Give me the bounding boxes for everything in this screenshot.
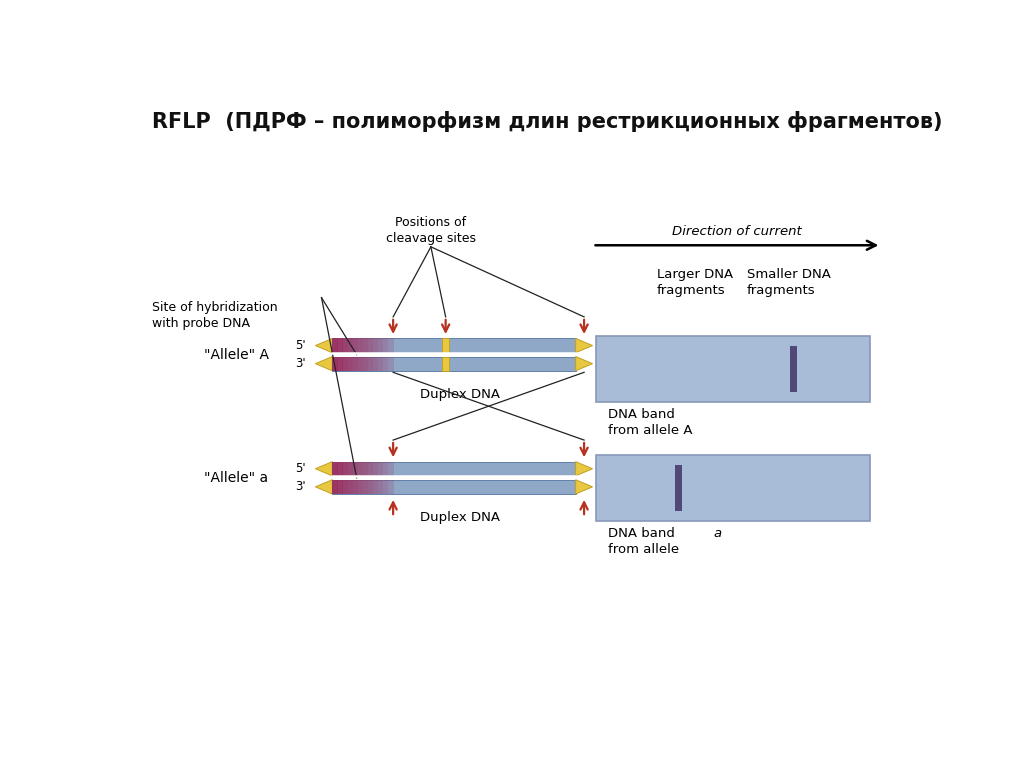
Bar [378, 462, 383, 476]
Bar [383, 462, 388, 476]
Text: 3': 3' [600, 463, 611, 476]
Bar [790, 346, 797, 392]
Bar [342, 479, 348, 494]
Text: Larger DNA
fragments: Larger DNA fragments [656, 268, 733, 298]
Bar [378, 338, 383, 353]
Polygon shape [315, 357, 333, 370]
Text: RFLP  (ПДРФ – полиморфизм длин рестрикционных фрагментов): RFLP (ПДРФ – полиморфизм длин рестрикцио… [153, 111, 943, 132]
Bar [337, 357, 343, 370]
Text: Positions of
cleavage sites: Positions of cleavage sites [386, 216, 476, 245]
Text: 5': 5' [600, 480, 611, 493]
Text: 5': 5' [600, 357, 611, 370]
Bar [388, 462, 393, 476]
Polygon shape [575, 357, 593, 370]
Bar [337, 338, 343, 353]
Bar [333, 462, 338, 476]
Polygon shape [315, 479, 333, 494]
Bar [373, 462, 378, 476]
Bar [362, 338, 369, 353]
Bar [383, 338, 388, 353]
Polygon shape [315, 338, 333, 353]
Polygon shape [575, 338, 593, 353]
Bar [368, 338, 373, 353]
Bar [352, 338, 358, 353]
Polygon shape [575, 479, 593, 494]
Bar [342, 357, 348, 370]
Bar [357, 462, 364, 476]
Bar [347, 462, 353, 476]
Bar [675, 466, 682, 511]
Bar [337, 479, 343, 494]
Bar [362, 462, 369, 476]
Bar [352, 462, 358, 476]
Text: Smaller DNA
fragments: Smaller DNA fragments [746, 268, 830, 298]
Text: 3': 3' [296, 480, 306, 493]
Bar [357, 338, 364, 353]
Bar [373, 338, 378, 353]
Text: 3': 3' [600, 339, 611, 352]
Text: 5': 5' [296, 339, 306, 352]
Text: DNA band
from allele A: DNA band from allele A [608, 408, 692, 436]
Bar [347, 357, 353, 370]
Bar [352, 357, 358, 370]
Bar [347, 479, 353, 494]
Bar [388, 357, 393, 370]
Bar [373, 479, 378, 494]
Bar [333, 357, 338, 370]
Bar [357, 357, 364, 370]
Bar [378, 357, 383, 370]
Bar [388, 479, 393, 494]
Bar [347, 338, 353, 353]
Text: "Allele" A: "Allele" A [204, 347, 268, 361]
Bar [596, 456, 869, 521]
Bar [441, 338, 450, 353]
Text: "Allele" a: "Allele" a [204, 471, 268, 485]
Bar [368, 357, 373, 370]
Bar [441, 357, 450, 370]
Text: Duplex DNA: Duplex DNA [420, 511, 500, 524]
Bar [596, 336, 869, 402]
Bar [388, 338, 393, 353]
Bar [373, 357, 378, 370]
Text: Duplex DNA: Duplex DNA [420, 388, 500, 400]
Bar [362, 357, 369, 370]
Bar [333, 357, 575, 370]
Bar [368, 462, 373, 476]
Text: DNA band
from allele: DNA band from allele [608, 527, 683, 556]
Bar [352, 479, 358, 494]
Text: 3': 3' [296, 357, 306, 370]
Bar [362, 479, 369, 494]
Text: Site of hybridization
with probe DNA: Site of hybridization with probe DNA [153, 301, 278, 331]
Bar [337, 462, 343, 476]
Bar [333, 338, 338, 353]
Bar [342, 338, 348, 353]
Bar [342, 462, 348, 476]
Bar [368, 479, 373, 494]
Text: Direction of current: Direction of current [672, 225, 802, 238]
Bar [383, 357, 388, 370]
Text: a: a [714, 527, 722, 540]
Bar [333, 479, 575, 494]
Bar [378, 479, 383, 494]
Polygon shape [575, 462, 593, 476]
Bar [333, 479, 338, 494]
Text: 5': 5' [296, 463, 306, 476]
Bar [333, 338, 575, 353]
Bar [333, 462, 575, 476]
Bar [357, 479, 364, 494]
Polygon shape [315, 462, 333, 476]
Bar [383, 479, 388, 494]
